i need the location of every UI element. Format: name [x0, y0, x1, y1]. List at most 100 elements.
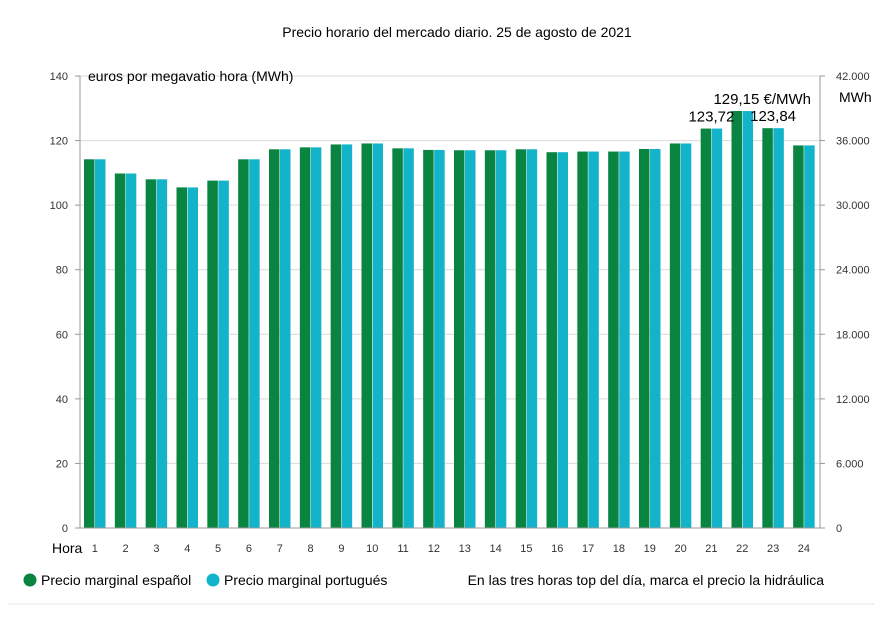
x-tick-label: 3	[153, 543, 159, 555]
grid-lines	[80, 75, 820, 464]
bar-portugal	[465, 150, 476, 528]
data-label: 123,84	[750, 108, 796, 125]
x-tick-label: 5	[215, 543, 221, 555]
y-tick-label: 20	[56, 458, 68, 470]
data-label: 129,15 €/MWh	[713, 91, 811, 108]
x-tick-label: 7	[277, 543, 283, 555]
bar-portugal	[125, 173, 137, 528]
bar-portugal	[372, 143, 383, 528]
x-tick-label: 8	[308, 543, 314, 555]
bar-spain	[145, 179, 157, 529]
bar-spain	[392, 148, 403, 528]
data-label: 123,72	[688, 109, 734, 126]
bar-portugal	[711, 128, 723, 528]
bar-portugal	[280, 149, 291, 528]
bar-portugal	[434, 149, 445, 529]
x-tick-label: 17	[582, 543, 594, 555]
bar-spain	[700, 128, 712, 528]
x-tick-label: 13	[459, 543, 471, 555]
legend-label-portugal: Precio marginal portugués	[224, 572, 387, 588]
y2-tick-label: 24.000	[836, 265, 870, 277]
y2-tick-label: 6.000	[836, 458, 864, 470]
bar-spain	[731, 111, 742, 528]
x-tick-label: 18	[613, 543, 625, 555]
bar-portugal	[249, 159, 260, 528]
x-tick-label: 20	[674, 543, 686, 555]
y-tick-label: 60	[56, 329, 68, 341]
bar-spain	[669, 143, 681, 528]
bar-portugal	[650, 148, 661, 529]
bar-portugal	[588, 151, 599, 528]
x-tick-label: 10	[366, 543, 378, 555]
bar-spain	[207, 180, 218, 528]
bar-portugal	[341, 144, 353, 528]
y2-tick-label: 0	[836, 523, 842, 535]
bar-portugal	[742, 111, 753, 528]
x-tick-label: 6	[246, 543, 252, 555]
y-tick-label: 80	[56, 265, 68, 277]
y2-axis-label: MWh	[839, 89, 872, 105]
bar-spain	[515, 149, 527, 528]
bars	[84, 111, 815, 529]
y-tick-label: 40	[56, 394, 68, 406]
bar-spain	[114, 173, 126, 528]
bar-spain	[238, 159, 249, 528]
bar-portugal	[619, 151, 630, 528]
legend-marker-portugal	[206, 573, 220, 587]
bar-spain	[546, 152, 557, 529]
bar-spain	[577, 151, 588, 528]
bar-spain	[361, 143, 372, 528]
bar-spain	[484, 150, 496, 528]
x-tick-label: 15	[520, 543, 532, 555]
legend-label-spain: Precio marginal español	[41, 572, 191, 588]
bar-portugal	[403, 148, 414, 528]
x-axis-label: Hora	[52, 540, 83, 556]
bar-spain	[639, 148, 650, 529]
x-tick-label: 12	[428, 543, 440, 555]
bar-spain	[84, 159, 95, 528]
bar-spain	[762, 128, 773, 529]
x-tick-label: 23	[767, 543, 779, 555]
bar-portugal	[156, 179, 168, 529]
y2-tick-label: 30.000	[836, 200, 870, 212]
chart-note: En las tres horas top del día, marca el …	[468, 572, 825, 588]
legend: Precio marginal español Precio marginal p…	[8, 572, 875, 605]
x-tick-label: 11	[397, 543, 408, 555]
bar-spain	[423, 149, 434, 529]
x-tick-label: 2	[123, 543, 129, 555]
x-tick-label: 14	[489, 543, 501, 555]
bar-portugal	[526, 149, 538, 528]
bar-spain	[299, 147, 311, 528]
x-tick-label: 9	[338, 543, 344, 555]
bar-portugal	[187, 187, 198, 528]
y-axis-label: euros por megavatio hora (MWh)	[88, 68, 293, 84]
bar-spain	[330, 144, 342, 528]
bar-spain	[269, 149, 280, 528]
x-tick-label: 22	[736, 543, 748, 555]
bar-portugal	[218, 180, 229, 528]
bar-portugal	[557, 152, 568, 529]
legend-marker-spain	[23, 573, 37, 587]
bar-portugal	[773, 128, 784, 529]
y-tick-label: 120	[50, 136, 68, 148]
bar-spain	[176, 187, 187, 528]
y-tick-label: 100	[50, 200, 68, 212]
x-tick-label: 4	[184, 543, 190, 555]
y2-tick-label: 12.000	[836, 394, 870, 406]
axes: 0 0 20 6.000 40 12.000 60 18.000 80 24.000 100 30.0…	[50, 71, 870, 555]
x-tick-label: 19	[644, 543, 656, 555]
bar-portugal	[804, 145, 815, 528]
x-tick-label: 21	[705, 543, 717, 555]
y-tick-label: 140	[50, 71, 68, 83]
x-tick-label: 1	[92, 543, 98, 555]
bar-portugal	[95, 159, 106, 528]
bar-spain	[793, 145, 804, 528]
bar-portugal	[680, 143, 692, 528]
y2-tick-label: 36.000	[836, 136, 870, 148]
bar-spain	[454, 150, 465, 528]
bar-portugal	[310, 147, 322, 528]
bar-spain	[608, 151, 619, 528]
